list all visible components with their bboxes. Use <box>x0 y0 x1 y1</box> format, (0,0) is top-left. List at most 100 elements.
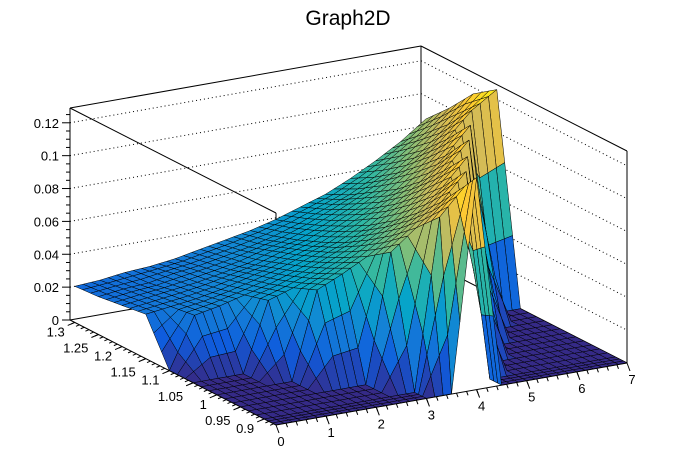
chart-title: Graph2D <box>305 7 390 30</box>
x-axis-minor-tick <box>566 373 569 378</box>
x-axis-minor-tick <box>586 369 589 375</box>
y-axis-minor-tick <box>217 396 222 400</box>
y-axis-minor-tick <box>222 399 227 402</box>
y-axis-minor-tick <box>175 375 180 378</box>
x-tick-label: 3 <box>428 407 435 422</box>
y-axis-minor-tick <box>113 343 118 347</box>
y-axis-minor-tick <box>198 387 203 390</box>
x-axis-minor-tick <box>315 417 319 423</box>
y-axis-minor-tick <box>71 321 75 325</box>
y-axis-minor-tick <box>127 350 132 354</box>
x-tick-label: 4 <box>478 399 485 414</box>
z-tick-label: 0.04 <box>34 247 59 262</box>
y-axis-line <box>69 319 277 426</box>
x-axis-minor-tick <box>526 380 529 385</box>
gridline-right-wall <box>420 158 628 265</box>
x-axis-major-tick <box>626 362 631 372</box>
x-tick-label: 6 <box>578 381 585 396</box>
y-axis-minor-tick <box>132 353 137 356</box>
y-axis-minor-tick <box>104 338 109 342</box>
y-tick-label: 1.2 <box>94 349 112 364</box>
y-axis-minor-tick <box>75 324 80 327</box>
x-axis-minor-tick <box>486 387 489 392</box>
x-axis-minor-tick <box>596 368 599 373</box>
x-axis-minor-tick <box>476 389 479 394</box>
box-top-right-edge <box>420 45 628 152</box>
x-axis-minor-tick <box>415 400 419 405</box>
y-axis-minor-tick <box>269 423 274 426</box>
y-tick-label: 0.9 <box>236 421 254 436</box>
y-axis-minor-tick <box>184 379 189 383</box>
back-wall-gridlines <box>69 60 628 331</box>
y-axis-minor-tick <box>194 384 199 388</box>
x-axis-minor-tick <box>345 412 349 417</box>
x-axis-minor-tick <box>516 382 519 387</box>
x-axis-major-tick <box>275 424 280 434</box>
x-axis-minor-tick <box>546 376 549 382</box>
y-axis-minor-tick <box>232 404 236 407</box>
x-axis-minor-tick <box>285 423 288 428</box>
gridline-back-wall <box>69 60 422 124</box>
x-axis-minor-tick <box>466 391 469 396</box>
z-tick-label: 0.02 <box>34 280 59 295</box>
y-tick-label: 1.25 <box>63 340 88 355</box>
x-tick-label: 1 <box>328 425 335 440</box>
y-axis-minor-tick <box>246 411 251 414</box>
x-axis-minor-tick <box>365 408 369 414</box>
x-axis-minor-tick <box>405 401 409 407</box>
y-axis-minor-tick <box>156 365 161 368</box>
y-axis-minor-tick <box>85 329 90 332</box>
y-tick-label: 1.05 <box>158 389 183 404</box>
x-axis-minor-tick <box>435 396 439 401</box>
y-axis-minor-tick <box>89 331 94 335</box>
y-axis-minor-tick <box>146 360 151 363</box>
x-tick-label: 7 <box>628 372 635 387</box>
y-axis-minor-tick <box>118 346 123 349</box>
x-axis-minor-tick <box>325 415 329 421</box>
y-axis-minor-tick <box>189 382 194 385</box>
tick-labels: 00.020.040.060.080.10.12012345670.90.951… <box>34 116 636 449</box>
x-axis-minor-tick <box>556 375 559 380</box>
y-tick-label: 1.1 <box>141 373 159 388</box>
y-axis-minor-tick <box>165 370 170 373</box>
x-axis-minor-tick <box>355 410 359 416</box>
gridline-right-wall <box>420 60 628 167</box>
y-tick-label: 0.95 <box>205 413 230 428</box>
y-tick-label: 1.3 <box>47 324 65 339</box>
y-axis-minor-tick <box>161 367 165 371</box>
x-tick-label: 2 <box>378 416 385 431</box>
box-top-left-edge <box>69 107 277 214</box>
y-tick-label: 1.15 <box>110 365 135 380</box>
x-axis-minor-tick <box>395 403 399 408</box>
y-axis-minor-tick <box>80 326 85 330</box>
y-axis-minor-tick <box>213 394 218 397</box>
gridline-right-wall <box>420 93 628 200</box>
y-axis-minor-tick <box>151 362 156 366</box>
y-axis-minor-tick <box>99 336 104 339</box>
x-axis-minor-tick <box>295 421 299 426</box>
y-axis-minor-tick <box>108 341 113 344</box>
y-axis-minor-tick <box>250 413 255 417</box>
y-axis-minor-tick <box>241 408 246 412</box>
surface-mesh <box>74 89 628 426</box>
y-axis-minor-tick <box>179 377 184 380</box>
y-axis-minor-tick <box>255 416 260 419</box>
y-axis-minor-tick <box>208 391 213 395</box>
x-axis-minor-tick <box>425 398 429 403</box>
x-axis-minor-tick <box>446 394 449 400</box>
x-axis-minor-tick <box>606 366 609 371</box>
x-tick-label: 5 <box>528 390 535 405</box>
y-axis-minor-tick <box>137 355 142 359</box>
z-tick-label: 0 <box>52 313 59 328</box>
y-axis-minor-tick <box>170 372 175 376</box>
x-axis-minor-tick <box>536 378 539 384</box>
y-axis-minor-tick <box>142 358 146 361</box>
z-tick-label: 0.12 <box>34 116 59 131</box>
y-axis-minor-tick <box>123 348 128 351</box>
x-axis-minor-tick <box>506 384 509 389</box>
gridline-right-wall <box>420 191 628 298</box>
x-axis-minor-tick <box>496 385 499 391</box>
y-axis-minor-tick <box>203 389 208 392</box>
axes <box>62 114 631 434</box>
